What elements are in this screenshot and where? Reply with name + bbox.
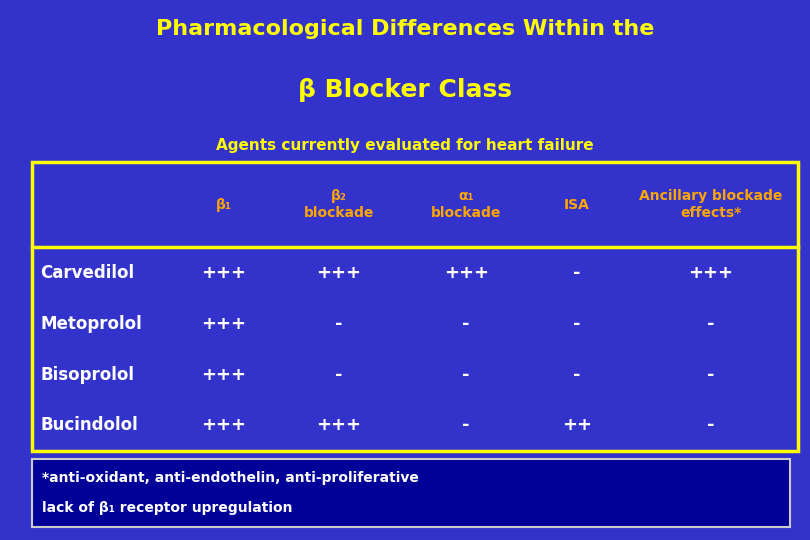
Text: +++: +++ [316,264,361,282]
Text: Ancillary blockade
effects*: Ancillary blockade effects* [639,189,782,220]
Text: -: - [573,264,581,282]
Text: β₁: β₁ [215,198,232,212]
FancyBboxPatch shape [32,162,798,451]
Text: +++: +++ [201,416,246,435]
Text: Carvedilol: Carvedilol [40,264,134,282]
Text: Bucindolol: Bucindolol [40,416,139,435]
Text: β₂
blockade: β₂ blockade [304,189,373,220]
Text: ISA: ISA [564,198,590,212]
Text: *anti-oxidant, anti-endothelin, anti-proliferative: *anti-oxidant, anti-endothelin, anti-pro… [42,471,419,485]
Text: -: - [707,416,714,435]
Text: Pharmacological Differences Within the: Pharmacological Differences Within the [156,19,654,39]
Text: +++: +++ [444,264,488,282]
Text: -: - [463,416,470,435]
Text: Agents currently evaluated for heart failure: Agents currently evaluated for heart fai… [216,138,594,153]
Text: -: - [335,366,343,383]
Text: -: - [463,315,470,333]
Text: +++: +++ [201,264,246,282]
FancyBboxPatch shape [32,459,790,526]
Text: β Blocker Class: β Blocker Class [298,78,512,102]
Text: -: - [335,315,343,333]
Text: Metoprolol: Metoprolol [40,315,143,333]
Text: -: - [707,315,714,333]
Text: ++: ++ [561,416,592,435]
Text: lack of β₁ receptor upregulation: lack of β₁ receptor upregulation [42,501,292,515]
Text: -: - [573,366,581,383]
Text: α₁
blockade: α₁ blockade [431,189,501,220]
Text: +++: +++ [201,315,246,333]
Text: -: - [463,366,470,383]
Text: Bisoprolol: Bisoprolol [40,366,134,383]
Text: -: - [707,366,714,383]
Text: +++: +++ [201,366,246,383]
Text: +++: +++ [688,264,733,282]
Text: -: - [573,315,581,333]
Text: +++: +++ [316,416,361,435]
